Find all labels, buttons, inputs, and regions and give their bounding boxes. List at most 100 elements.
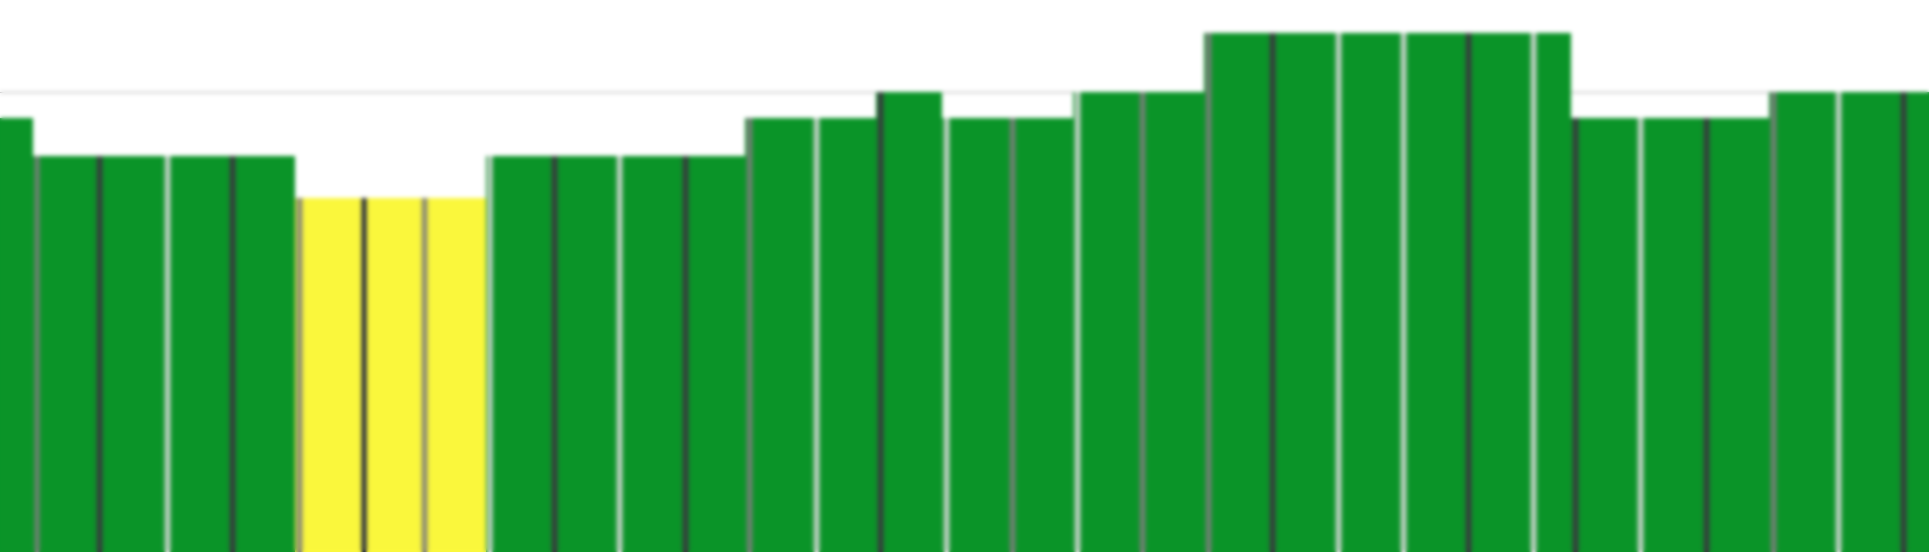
bar-7[interactable] <box>173 156 228 552</box>
bar-28[interactable] <box>876 92 885 552</box>
bar-separator-dark <box>1268 33 1277 552</box>
bar-55[interactable] <box>1711 118 1769 552</box>
bar-fill <box>368 198 420 552</box>
bar-15[interactable] <box>429 198 486 552</box>
bar-fill <box>429 198 486 552</box>
bar-25[interactable] <box>755 118 812 552</box>
bar-separator-light <box>1399 33 1408 552</box>
bar-separator-light <box>615 156 624 552</box>
bar-26[interactable] <box>812 118 821 552</box>
bar-fill <box>690 156 745 552</box>
bar-fill <box>1408 33 1464 552</box>
bar-9[interactable] <box>237 156 295 552</box>
bar-61[interactable] <box>1908 92 1929 552</box>
bar-36[interactable] <box>1138 92 1147 552</box>
bar-separator-dark <box>95 156 104 552</box>
bar-44[interactable] <box>1399 33 1408 552</box>
bar-31[interactable] <box>952 118 1008 552</box>
bar-30[interactable] <box>942 118 952 552</box>
bar-separator-gray <box>295 198 304 552</box>
bar-40[interactable] <box>1268 33 1277 552</box>
bar-52[interactable] <box>1636 118 1646 552</box>
bar-fill <box>1908 92 1929 552</box>
bar-11[interactable] <box>305 198 360 552</box>
bar-57[interactable] <box>1778 92 1834 552</box>
bar-4[interactable] <box>95 156 104 552</box>
bar-49[interactable] <box>1539 33 1571 552</box>
bar-separator-dark <box>876 92 885 552</box>
bar-fill <box>1147 92 1204 552</box>
bar-21[interactable] <box>624 156 681 552</box>
bar-29[interactable] <box>885 92 942 552</box>
bar-3[interactable] <box>41 156 95 552</box>
bar-separator-light <box>163 156 172 552</box>
bar-separator-navy <box>360 198 368 552</box>
bar-51[interactable] <box>1580 118 1636 552</box>
bar-separator-dark <box>1899 92 1908 552</box>
bar-16[interactable] <box>486 156 494 552</box>
bar-fill <box>952 118 1008 552</box>
bar-8[interactable] <box>228 156 237 552</box>
bar-37[interactable] <box>1147 92 1204 552</box>
bar-46[interactable] <box>1464 33 1473 552</box>
bar-fill <box>0 118 33 552</box>
bar-53[interactable] <box>1646 118 1702 552</box>
bar-fill <box>821 118 876 552</box>
bar-fill <box>1646 118 1702 552</box>
bar-fill <box>237 156 295 552</box>
bar-43[interactable] <box>1344 33 1399 552</box>
bar-separator-gray <box>33 156 41 552</box>
bar-separator-light <box>1073 92 1082 552</box>
bar-38[interactable] <box>1204 33 1213 552</box>
bar-27[interactable] <box>821 118 876 552</box>
bar-14[interactable] <box>420 198 429 552</box>
bar-33[interactable] <box>1017 118 1073 552</box>
bar-fill <box>1580 118 1636 552</box>
bar-separator-gray <box>1008 118 1017 552</box>
bar-35[interactable] <box>1082 92 1138 552</box>
bar-47[interactable] <box>1473 33 1529 552</box>
bar-22[interactable] <box>681 156 690 552</box>
bar-separator-light <box>942 118 951 552</box>
bar-39[interactable] <box>1213 33 1268 552</box>
bar-fill <box>41 156 95 552</box>
bar-59[interactable] <box>1844 92 1899 552</box>
bar-separator-light <box>1636 118 1645 552</box>
bar-58[interactable] <box>1834 92 1844 552</box>
bar-12[interactable] <box>360 198 368 552</box>
bar-separator-dark <box>1464 33 1473 552</box>
bar-fill <box>1473 33 1529 552</box>
bar-24[interactable] <box>745 118 755 552</box>
bar-50[interactable] <box>1571 118 1580 552</box>
bar-6[interactable] <box>163 156 173 552</box>
bar-separator-light <box>1834 92 1843 552</box>
bar-13[interactable] <box>368 198 420 552</box>
bar-10[interactable] <box>295 198 305 552</box>
bar-20[interactable] <box>615 156 624 552</box>
bar-56[interactable] <box>1769 92 1778 552</box>
bar-separator-dark <box>550 156 559 552</box>
bar-60[interactable] <box>1899 92 1908 552</box>
bar-separator-light <box>1334 33 1343 552</box>
bar-2[interactable] <box>33 156 41 552</box>
bar-19[interactable] <box>559 156 615 552</box>
bar-18[interactable] <box>550 156 559 552</box>
bar-23[interactable] <box>690 156 745 552</box>
bar-45[interactable] <box>1408 33 1464 552</box>
bar-fill <box>1082 92 1138 552</box>
bar-5[interactable] <box>104 156 163 552</box>
bar-fill <box>1844 92 1899 552</box>
bar-separator-dark <box>1702 118 1711 552</box>
bar-54[interactable] <box>1702 118 1711 552</box>
bar-fill <box>1711 118 1769 552</box>
bar-32[interactable] <box>1008 118 1017 552</box>
bar-34[interactable] <box>1073 92 1082 552</box>
bar-48[interactable] <box>1529 33 1539 552</box>
bar-41[interactable] <box>1277 33 1334 552</box>
bar-1[interactable] <box>0 118 33 552</box>
bar-17[interactable] <box>494 156 550 552</box>
bar-separator-dark <box>228 156 237 552</box>
bar-42[interactable] <box>1334 33 1344 552</box>
